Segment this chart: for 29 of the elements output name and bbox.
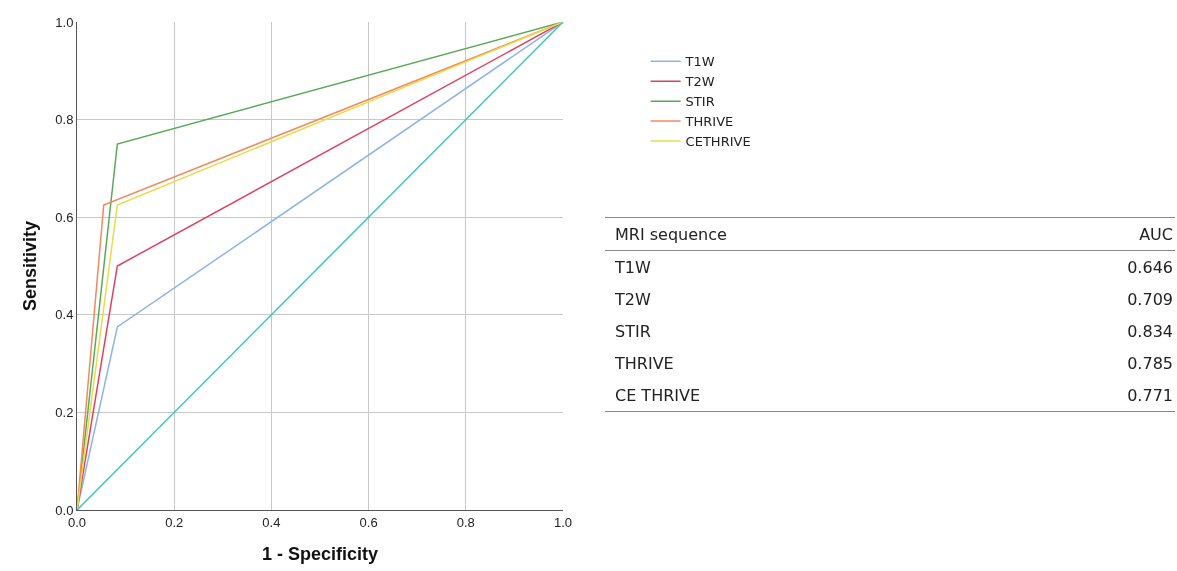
data-label: 0.785 xyxy=(1126,352,1174,375)
x-tick-label: 0.2 xyxy=(165,514,184,530)
category-label: STIR xyxy=(614,320,652,343)
y-tick-label: 0.4 xyxy=(55,307,74,323)
x-tick-label: 0.8 xyxy=(456,514,475,530)
category-label: T2W xyxy=(614,288,652,311)
legend-label: THRIVE xyxy=(684,114,734,130)
x-tick-label: 0.6 xyxy=(359,514,378,530)
x-axis-title: 1 - Specificity xyxy=(261,543,379,564)
data-label: 0.771 xyxy=(1001,379,1175,412)
y-tick-label: 0.2 xyxy=(55,404,74,420)
data-label: 0.709 xyxy=(1126,288,1174,311)
text: AUC xyxy=(1001,217,1175,251)
text: MRI sequence xyxy=(605,217,1002,251)
x-tick-label: 0.4 xyxy=(262,514,281,530)
y-tick-label: 1.0 xyxy=(55,14,74,30)
y-tick-label: 0.8 xyxy=(55,112,74,128)
y-tick-label: 0.6 xyxy=(55,209,74,225)
legend-label: T2W xyxy=(684,74,715,90)
legend-label: STIR xyxy=(685,94,715,110)
category-label: THRIVE xyxy=(614,352,675,375)
data-label: 0.834 xyxy=(1126,320,1174,343)
legend-label: T1W xyxy=(684,54,715,70)
y-axis-title: Sensitivity xyxy=(19,220,40,312)
legend-label: CETHRIVE xyxy=(685,134,751,150)
x-tick-label: 1.0 xyxy=(553,514,573,530)
data-label: 0.646 xyxy=(1126,256,1174,279)
category-label: T1W xyxy=(614,256,652,279)
category-label: CE THRIVE xyxy=(605,379,1002,412)
